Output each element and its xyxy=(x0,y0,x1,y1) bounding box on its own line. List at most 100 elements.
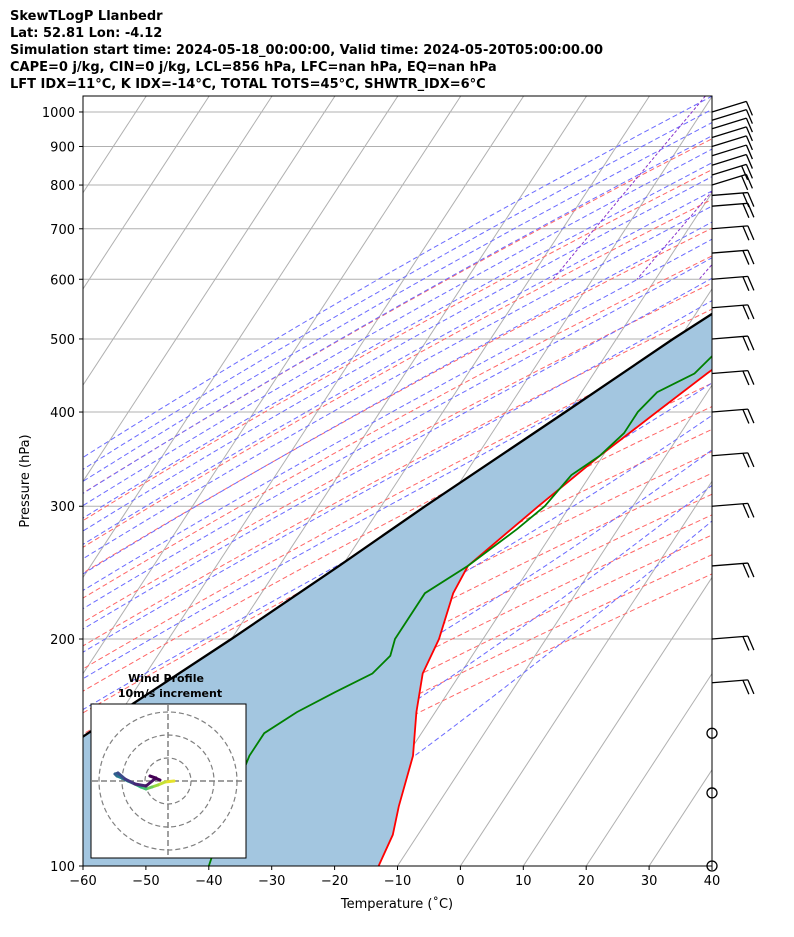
x-tick-label: 10 xyxy=(515,874,532,889)
moist-adiabat xyxy=(147,484,712,866)
y-tick-label: 100 xyxy=(50,860,75,875)
wind-barb-flag xyxy=(747,503,755,518)
wind-barb-shaft xyxy=(711,335,748,340)
y-tick-label: 900 xyxy=(50,140,75,155)
dry-adiabat xyxy=(83,198,712,548)
wind-barb xyxy=(711,225,755,241)
wind-barb-shaft xyxy=(711,452,748,457)
wind-barb-flag xyxy=(742,503,750,519)
wind-barb xyxy=(711,153,753,169)
moist-adiabat xyxy=(83,205,712,560)
wind-barb xyxy=(711,502,755,519)
wind-barb-flag xyxy=(742,250,750,265)
isotherm-line xyxy=(334,288,712,866)
moist-adiabat xyxy=(83,162,712,519)
wind-barb-shaft xyxy=(711,408,748,413)
wind-barb-shaft xyxy=(711,135,747,148)
time-line: Simulation start time: 2024-05-18_00:00:… xyxy=(10,43,603,58)
wind-barb-flag xyxy=(742,226,750,241)
mixing-ratio-line xyxy=(552,96,706,280)
wind-barb-shaft xyxy=(711,191,748,197)
y-tick-label: 800 xyxy=(50,179,75,194)
y-tick-label: 600 xyxy=(50,273,75,288)
isotherm-line xyxy=(459,480,712,866)
dewpoint-line xyxy=(207,355,712,866)
y-tick-label: 200 xyxy=(50,633,75,648)
wind-barb-flag xyxy=(745,109,753,124)
wind-barb-shaft xyxy=(711,275,748,280)
indices-line-2: LFT IDX=11°C, K IDX=-14°C, TOTAL TOTS=45… xyxy=(10,77,486,92)
wind-barb xyxy=(711,100,753,116)
inset-subtitle: 10m/s increment xyxy=(118,687,222,700)
isotherm-line xyxy=(83,96,273,387)
wind-barb-shaft xyxy=(711,679,748,684)
x-tick-label: −50 xyxy=(132,874,159,889)
wind-barb xyxy=(711,562,755,578)
x-tick-label: 40 xyxy=(704,874,721,889)
moist-adiabat xyxy=(83,148,712,507)
hodograph-segment xyxy=(163,779,176,784)
wind-barb xyxy=(711,163,753,181)
wind-barb xyxy=(711,635,755,651)
moist-adiabat xyxy=(83,414,712,790)
isotherm-line xyxy=(585,672,712,866)
wind-barb-shaft xyxy=(711,635,748,640)
dry-adiabat xyxy=(83,255,712,599)
wind-barb xyxy=(711,249,755,265)
wind-barb-flag xyxy=(747,335,755,351)
wind-barb-flag xyxy=(742,636,750,651)
wind-barb-flag xyxy=(745,126,753,142)
wind-barb xyxy=(711,369,755,386)
wind-barb-shaft xyxy=(711,225,748,230)
wind-barb-flag xyxy=(747,276,755,291)
wind-barb-flag xyxy=(745,154,753,169)
wind-barb-flag xyxy=(747,370,755,385)
wind-barb-shaft xyxy=(711,304,748,309)
moist-adiabat xyxy=(83,277,712,630)
moist-adiabat xyxy=(83,176,712,532)
isotherm-line xyxy=(711,865,712,866)
wind-barb-shaft xyxy=(711,202,748,207)
wind-barb-flag xyxy=(745,117,753,133)
temperature-line xyxy=(377,368,712,866)
moist-adiabat xyxy=(258,520,712,866)
wind-calm-marker xyxy=(706,860,718,872)
wind-barb-flag xyxy=(747,225,755,241)
wind-barb-flag xyxy=(742,453,750,468)
wind-barb-flag xyxy=(742,409,750,424)
wind-barb-shaft xyxy=(711,502,748,507)
wind-barb xyxy=(711,117,753,133)
wind-barb-flag xyxy=(747,562,755,578)
mixing-ratio-line xyxy=(636,190,712,280)
wind-calm-marker xyxy=(706,787,718,799)
wind-barb-flag xyxy=(747,203,755,218)
isotherm-line xyxy=(83,96,399,579)
dry-adiabat xyxy=(83,333,712,670)
moist-adiabat xyxy=(83,238,712,592)
wind-barb-shaft xyxy=(711,126,747,139)
wind-barb-flag xyxy=(747,249,755,265)
x-tick-label: 30 xyxy=(641,874,658,889)
wind-barbs xyxy=(706,100,755,872)
wind-barb xyxy=(711,335,755,351)
wind-barb-flag xyxy=(745,174,753,189)
wind-barb-shaft xyxy=(711,117,747,130)
wind-barb-flag xyxy=(742,276,750,292)
wind-barb xyxy=(711,452,755,468)
wind-barb-flag xyxy=(747,452,755,468)
mixing-ratio-line xyxy=(750,96,794,279)
wind-barb-flag xyxy=(742,305,750,320)
wind-barb-flag xyxy=(741,175,749,191)
wind-barb-flag xyxy=(747,635,755,651)
moist-adiabat xyxy=(83,135,712,495)
y-tick-label: 1000 xyxy=(42,106,75,121)
dry-adiabat xyxy=(83,308,712,647)
x-tick-label: −20 xyxy=(321,874,348,889)
wind-barb-flag xyxy=(745,101,753,116)
wind-barb-shaft xyxy=(711,109,747,121)
wind-barb xyxy=(711,135,753,151)
wind-barb-shaft xyxy=(711,369,748,375)
isotherm-line xyxy=(83,96,462,675)
wind-calm-marker xyxy=(706,727,718,739)
moist-adiabat xyxy=(83,108,712,470)
